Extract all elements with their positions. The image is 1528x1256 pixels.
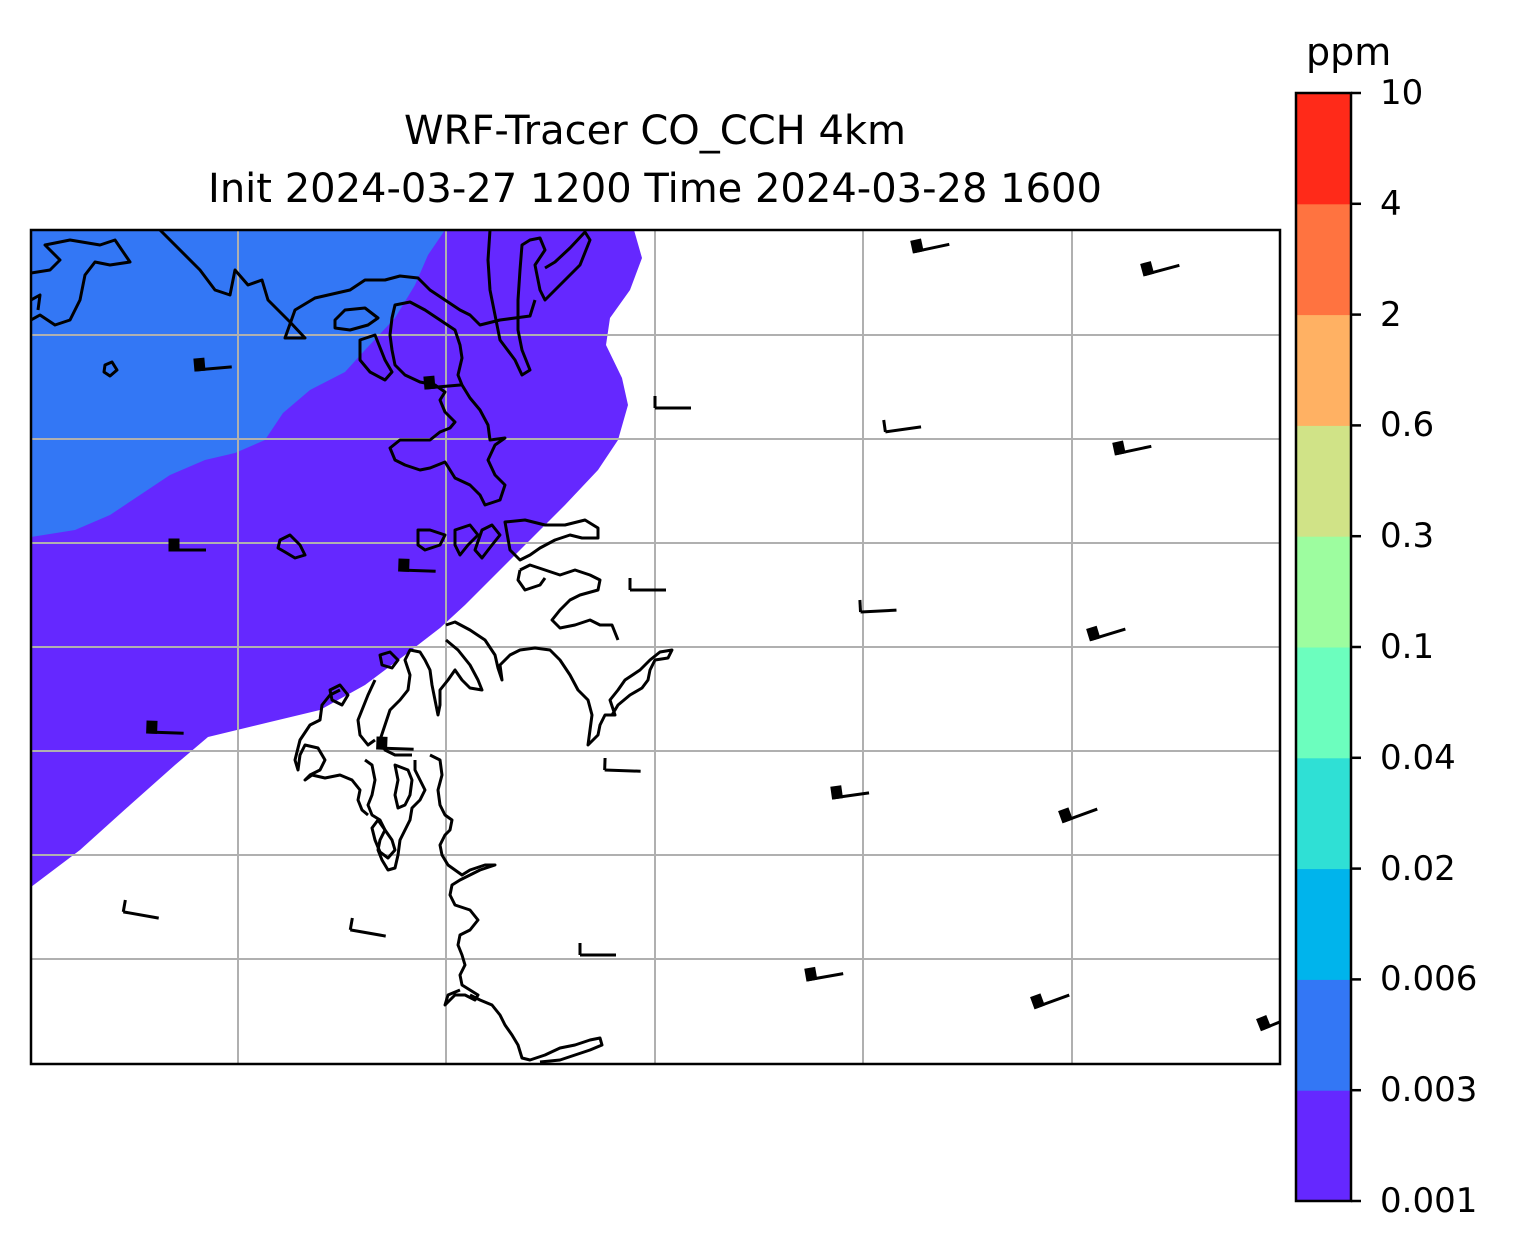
wind-barb-icon — [146, 720, 184, 735]
colorbar-tick-label: 0.003 — [1380, 1070, 1478, 1111]
colorbar-swatch — [1296, 979, 1351, 1091]
colorbar-tick-label: 0.3 — [1380, 516, 1435, 557]
wind-barb-icon — [376, 736, 414, 751]
wind-barb-icon — [910, 238, 950, 254]
wind-barb-icon — [1086, 625, 1126, 642]
colorbar-ticks — [1351, 91, 1361, 1203]
wind-barb-icon — [348, 917, 386, 938]
gridlines — [31, 230, 1280, 1064]
wind-barb-icon — [804, 966, 844, 982]
colorbar-swatch — [1296, 1090, 1351, 1202]
wind-barb-icon — [603, 757, 641, 773]
colorbar-swatch — [1296, 425, 1351, 537]
wind-barb-icon — [168, 538, 206, 552]
colorbar-swatch — [1296, 93, 1351, 205]
colorbar-tick-label: 2 — [1380, 294, 1402, 335]
wind-barb-icon — [398, 558, 436, 573]
wind-barb-icon — [882, 419, 922, 434]
colorbar-unit-label: ppm — [1306, 30, 1392, 74]
wind-barb-icon — [858, 599, 897, 614]
wind-barb-icon — [830, 785, 870, 800]
wind-barb-icon — [121, 899, 159, 920]
colorbar-tick-label: 0.02 — [1380, 848, 1456, 889]
chart-title-line2: Init 2024-03-27 1200 Time 2024-03-28 160… — [208, 166, 1102, 212]
colorbar-tick-label: 0.001 — [1380, 1181, 1478, 1221]
wind-barb-icon — [1256, 1014, 1280, 1032]
wind-barb-icon — [653, 396, 691, 410]
colorbar-tick-label: 4 — [1380, 183, 1402, 224]
wind-barb-icon — [1140, 261, 1180, 277]
wind-barb-icon — [1112, 440, 1152, 456]
wind-barb-icon — [1058, 807, 1098, 824]
wind-barb-icon — [578, 943, 616, 957]
wind-barbs — [121, 238, 1280, 1032]
wind-barb-icon — [423, 375, 462, 390]
colorbar-tick-label: 10 — [1380, 73, 1424, 113]
chart-title-line1: WRF-Tracer CO_CCH 4km — [403, 108, 907, 154]
colorbar-tick-label: 0.1 — [1380, 627, 1435, 667]
wind-barb-icon — [628, 578, 666, 592]
colorbar-swatch — [1296, 757, 1351, 870]
colorbar-tick-label: 0.04 — [1380, 737, 1456, 778]
wind-barb-icon — [1030, 993, 1070, 1010]
colorbar-tick-label: 0.6 — [1380, 405, 1435, 446]
colorbar — [1296, 93, 1351, 1202]
colorbar-swatch — [1296, 536, 1351, 648]
wind-barb-icon — [193, 357, 232, 372]
coastlines — [31, 230, 674, 1064]
colorbar-swatch — [1296, 868, 1351, 980]
colorbar-swatch — [1296, 203, 1351, 316]
colorbar-tick-label: 0.006 — [1380, 959, 1478, 1000]
colorbar-swatch — [1296, 647, 1351, 759]
map-frame — [29, 228, 1282, 1066]
colorbar-swatch — [1296, 314, 1351, 426]
